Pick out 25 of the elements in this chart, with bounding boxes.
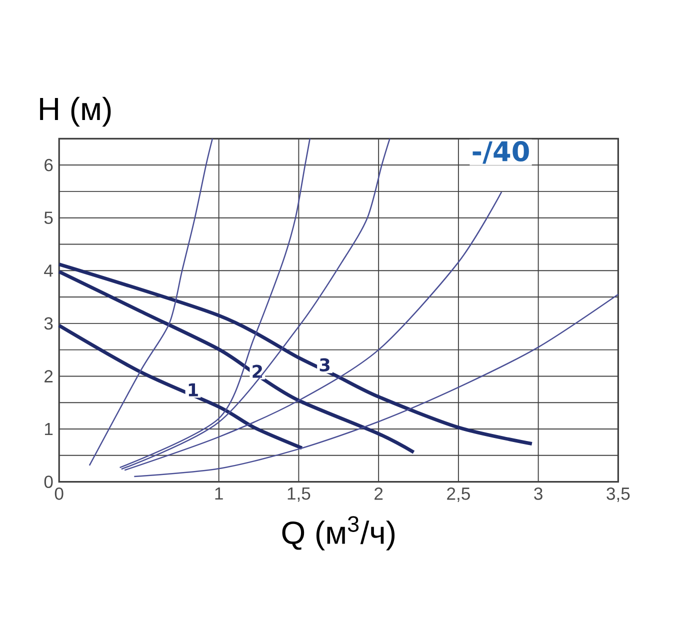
series-label: 1: [188, 383, 198, 396]
series-label: 2: [252, 364, 262, 378]
x-tick-label: 3,5: [606, 487, 630, 502]
x-tick-label: 1: [215, 487, 223, 500]
x-tick-label: 3: [534, 487, 542, 500]
x-tick-label: 1,5: [288, 487, 310, 502]
line-series: [134, 294, 619, 478]
y-tick-label: 1: [45, 422, 53, 435]
x-tick-label: 0: [54, 487, 64, 500]
y-tick-label: 4: [44, 264, 53, 277]
line-series: [57, 324, 304, 450]
y-tick-label: 6: [44, 158, 53, 172]
annotation: -/40: [472, 140, 529, 164]
y-tick-label: 3: [44, 317, 53, 330]
line-series: [57, 270, 416, 454]
y-tick-label: 5: [44, 212, 53, 224]
y-tick-label: 0: [44, 475, 53, 488]
y-axis-title: H (м): [40, 96, 111, 126]
line-series: [57, 262, 534, 446]
series-label: 3: [320, 358, 330, 372]
x-tick-label: 2,5: [447, 487, 470, 502]
y-tick-label: 2: [44, 370, 53, 382]
line-series: [88, 138, 214, 466]
x-tick-label: 2: [374, 487, 383, 500]
x-axis-title: Q (м$^{3}$/ч): [282, 516, 395, 550]
